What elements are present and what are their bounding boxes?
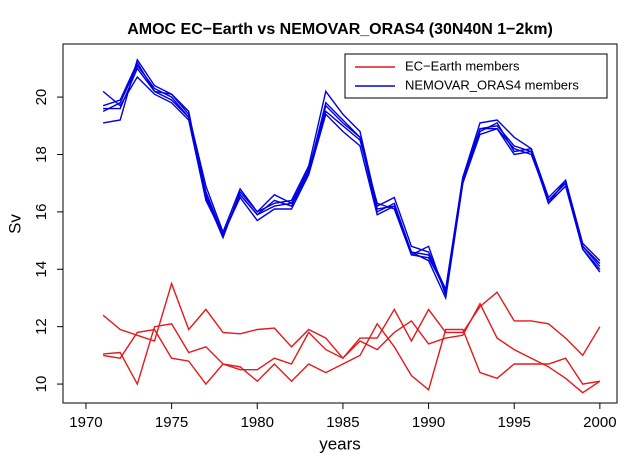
series-line — [103, 302, 601, 394]
legend-box — [344, 53, 608, 99]
y-tick-label: 20 — [33, 89, 50, 106]
y-tick-label: 10 — [33, 376, 50, 393]
x-tick-label: 1985 — [326, 414, 359, 431]
series-line — [102, 61, 601, 296]
y-axis-label: Sv — [5, 214, 24, 234]
x-axis-label: years — [319, 434, 361, 453]
legend-label: NEMOVAR_ORAS4 members — [405, 77, 579, 92]
x-tick-label: 1980 — [241, 414, 274, 431]
x-tick-label: 1975 — [155, 414, 188, 431]
chart-title: AMOC EC−Earth vs NEMOVAR_ORAS4 (30N40N 1… — [127, 21, 553, 38]
series-line — [103, 67, 601, 292]
plot-frame — [62, 43, 618, 404]
y-tick-label: 18 — [33, 146, 50, 163]
series-line — [102, 281, 601, 360]
series-line — [102, 322, 601, 392]
x-tick-label: 1990 — [412, 414, 445, 431]
x-tick-label: 1995 — [498, 414, 531, 431]
y-tick-label: 16 — [33, 204, 50, 221]
x-tick-label: 2000 — [583, 414, 616, 431]
x-tick-label: 1970 — [69, 414, 102, 431]
legend-label: EC−Earth members — [405, 58, 520, 73]
y-tick-label: 14 — [33, 261, 50, 278]
y-tick-label: 12 — [33, 318, 50, 335]
series-line — [102, 75, 601, 301]
series-line — [102, 58, 601, 292]
